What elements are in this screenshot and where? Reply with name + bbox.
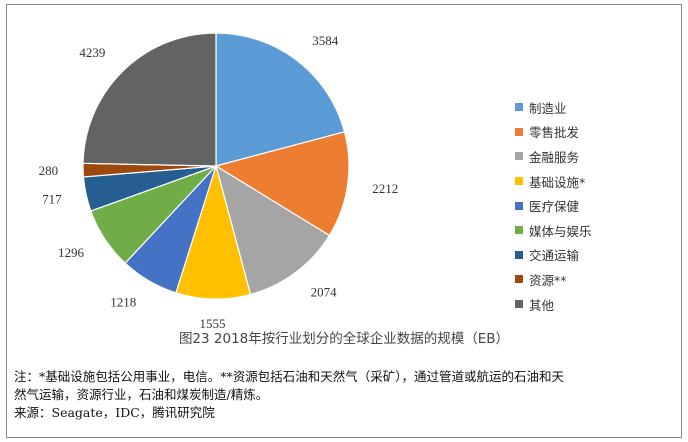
pie-chart: 3584 2212 2074 1555 1218 1296 717 280 4239 (39, 32, 399, 331)
notes-line-2: 然气运输，资源行业，石油和煤炭制造/精炼。 (14, 387, 269, 402)
legend-swatch (515, 103, 523, 112)
pie-value-labels: 3584 2212 2074 1555 1218 1296 717 280 4239 (39, 33, 399, 331)
pie-slice-2 (214, 131, 350, 237)
legend-label: 金融服务 (529, 149, 580, 165)
notes-line-3: 来源：Seagate，IDC，腾讯研究院 (14, 405, 215, 420)
legend-item-6: 媒体与娱乐 (515, 218, 665, 243)
legend-label: 医疗保健 (529, 199, 580, 215)
pie-value-label-8: 280 (39, 163, 59, 178)
pie-value-label-3: 2074 (311, 285, 338, 300)
legend-swatch (515, 226, 523, 235)
legend-label: 交通运输 (529, 248, 580, 264)
legend-swatch (515, 275, 523, 284)
legend-swatch (515, 250, 523, 259)
legend-swatch (515, 201, 523, 210)
legend-item-3: 金融服务 (515, 144, 665, 169)
legend-label: 其他 (529, 297, 555, 313)
legend-swatch (515, 152, 523, 161)
legend-label: 零售批发 (529, 125, 580, 141)
legend-item-1: 制造业 (515, 95, 665, 120)
legend-label: 资源** (529, 272, 567, 288)
legend-item-2: 零售批发 (515, 120, 665, 145)
pie-value-label-5: 1218 (110, 294, 136, 309)
pie-value-label-9: 4239 (79, 45, 105, 60)
figure-frame (6, 4, 682, 438)
pie-slice-1 (215, 32, 346, 167)
pie-slice-9 (82, 32, 217, 167)
pie-value-label-7: 717 (42, 192, 62, 207)
figure-caption: 图23 2018年按行业划分的全球企业数据的规模（EB） (178, 331, 510, 347)
legend-label: 基础设施* (529, 174, 586, 190)
pie-value-label-6: 1296 (58, 245, 85, 260)
legend-item-9: 其他 (515, 292, 665, 317)
legend-label: 制造业 (529, 100, 567, 116)
legend-item-8: 资源** (515, 267, 665, 292)
legend-swatch (515, 127, 523, 136)
pie-value-label-1: 3584 (312, 33, 339, 48)
figure-notes: 注：*基础设施包括公用事业，电信。**资源包括石油和天然气（采矿），通过管道或航… (14, 368, 678, 422)
legend-label: 媒体与娱乐 (529, 223, 592, 239)
legend-item-5: 医疗保健 (515, 193, 665, 218)
pie-slice-3 (215, 164, 331, 296)
chart-legend: 制造业零售批发金融服务基础设施* 医疗保健媒体与娱乐交通运输资源** 其他 (515, 95, 665, 316)
pie-slices (82, 32, 350, 300)
pie-value-label-2: 2212 (372, 181, 398, 196)
notes-line-1: 注：*基础设施包括公用事业，电信。**资源包括石油和天然气（采矿），通过管道或航… (14, 369, 565, 384)
legend-swatch (515, 177, 523, 186)
pie-value-label-4: 1555 (200, 316, 226, 331)
legend-item-7: 交通运输 (515, 243, 665, 268)
legend-item-4: 基础设施* (515, 169, 665, 194)
legend-swatch (515, 300, 523, 309)
